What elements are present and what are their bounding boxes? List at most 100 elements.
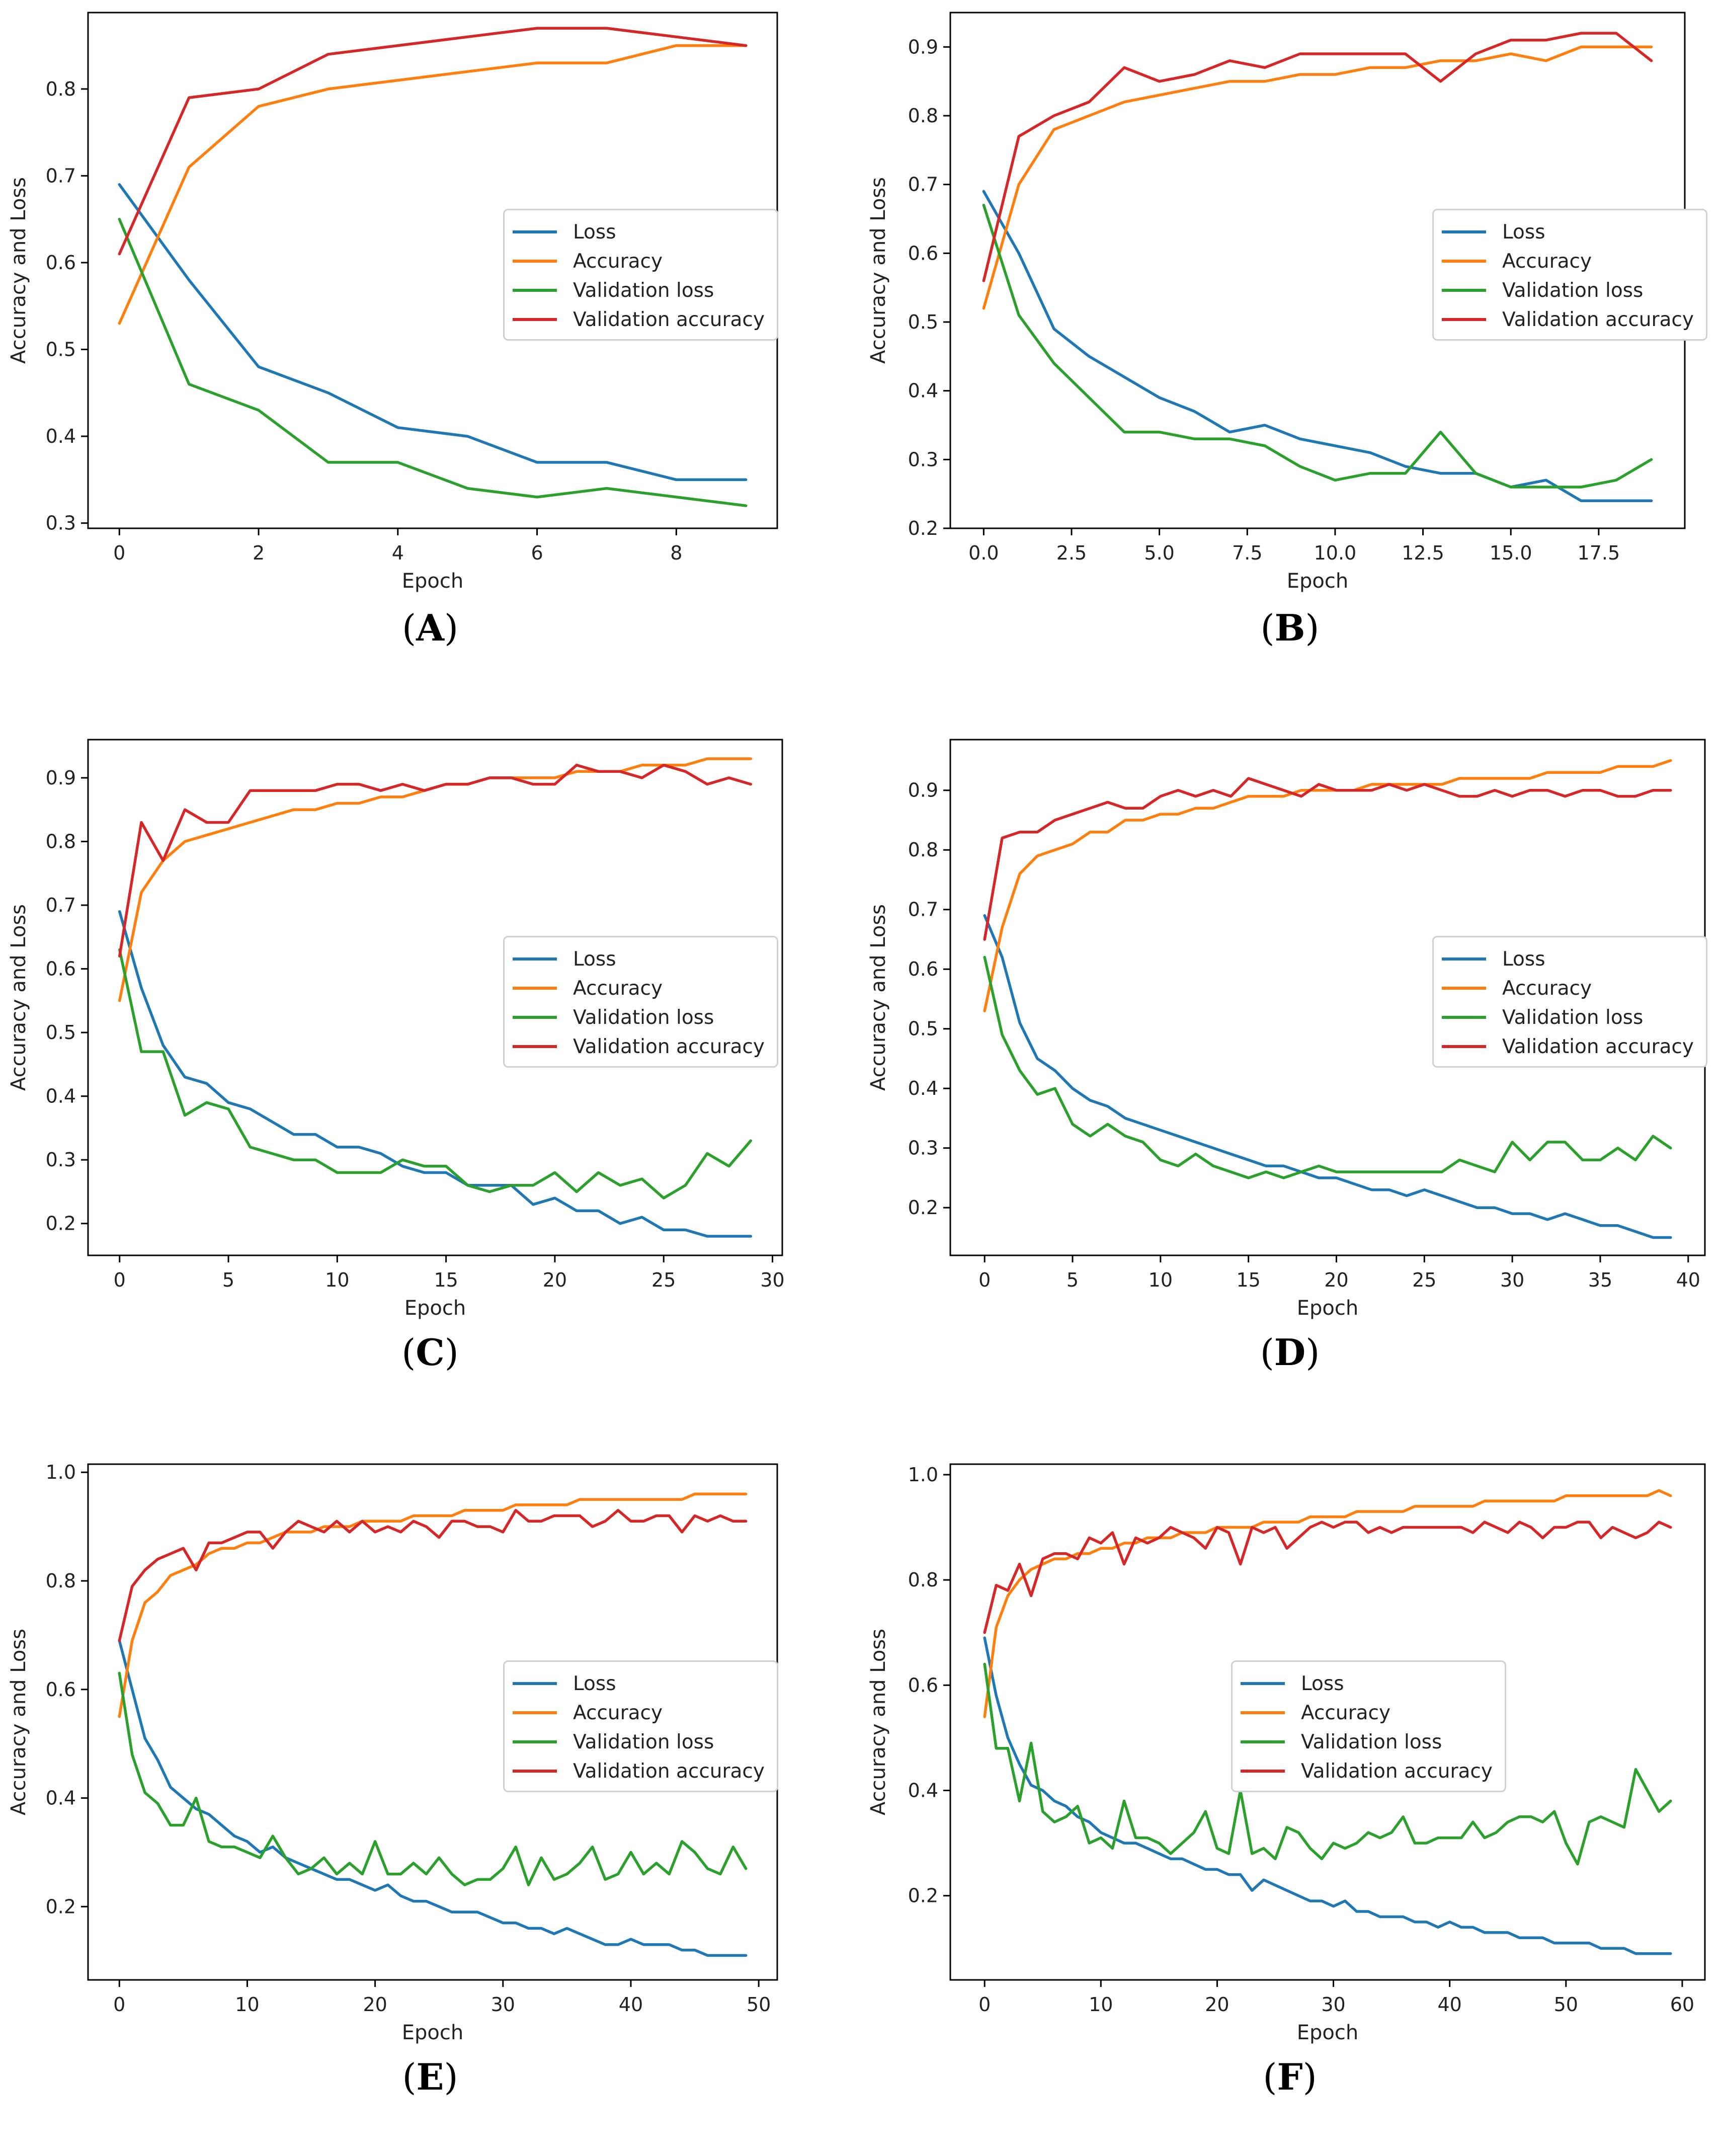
legend-label-validation-loss: Validation loss — [573, 1006, 714, 1029]
x-tick-label: 6 — [531, 542, 543, 564]
panel-label-close: ) — [444, 607, 459, 649]
y-tick-label: 0.2 — [908, 517, 938, 539]
legend-swatch-loss — [1241, 1682, 1285, 1685]
y-tick-label: 0.9 — [908, 779, 938, 802]
legend-item-accuracy: Accuracy — [513, 1698, 765, 1727]
series-line-accuracy — [982, 45, 1653, 310]
panel-label-e: (E) — [0, 2055, 860, 2098]
legend-swatch-loss — [1442, 957, 1486, 961]
legend-swatch-accuracy — [513, 987, 557, 990]
chart-f: 0 10 20 30 40 50 60 0.2 0.4 0.6 0.8 1.0 Epoch Accurac… — [867, 1463, 1706, 2044]
legend-item-accuracy: Accuracy — [1442, 247, 1694, 276]
x-tick-label: 25 — [1412, 1269, 1436, 1291]
y-tick-label: 0.2 — [908, 1196, 938, 1219]
x-axis-label: Epoch — [404, 1297, 466, 1320]
x-axis-label: Epoch — [1287, 570, 1348, 593]
legend-label-validation-accuracy: Validation accuracy — [573, 308, 765, 331]
legend-item-validation-accuracy: Validation accuracy — [513, 305, 765, 334]
legend-item-validation-loss: Validation loss — [513, 276, 765, 305]
y-tick-label: 0.7 — [908, 174, 938, 196]
legend-label-loss: Loss — [1502, 220, 1545, 244]
series-line-loss — [118, 183, 748, 482]
x-axis-label: Epoch — [1297, 1297, 1358, 1320]
x-tick-label: 0 — [978, 1993, 991, 2016]
panel-label-f: (F) — [860, 2055, 1720, 2098]
chart-a: 0 2 4 6 8 0.3 0.4 0.5 0.6 0.7 0.8 Epoch Accuracy and… — [7, 12, 778, 593]
legend-swatch-validation-accuracy — [1442, 1045, 1486, 1048]
chart-d: 0 5 10 15 20 25 30 35 40 0.2 0.3 0.4 0.5 0.6 0.7 0.8 0.9… — [867, 739, 1706, 1320]
legend-swatch-loss — [513, 957, 557, 961]
panel-label-letter: B — [1274, 606, 1305, 649]
panel-label-open: ( — [401, 607, 417, 649]
chart-panel-a: 0 2 4 6 8 0.3 0.4 0.5 0.6 0.7 0.8 Epoch Accuracy and… — [0, 0, 860, 707]
y-tick-label: 0.4 — [46, 425, 76, 447]
x-tick-label: 30 — [1500, 1269, 1524, 1291]
y-tick-label: 1.0 — [46, 1461, 76, 1483]
y-tick-label: 0.7 — [46, 894, 76, 916]
panel-label-close: ) — [1305, 1331, 1320, 1374]
legend-label-accuracy: Accuracy — [573, 1701, 663, 1724]
legend-swatch-validation-accuracy — [1442, 318, 1486, 321]
legend-item-accuracy: Accuracy — [1241, 1698, 1493, 1727]
y-tick-label: 0.2 — [46, 1895, 76, 1918]
legend-label-validation-loss: Validation loss — [1301, 1730, 1442, 1753]
x-tick-label: 40 — [619, 1993, 643, 2016]
legend-swatch-validation-loss — [513, 1740, 557, 1743]
x-tick-label: 12.5 — [1402, 542, 1444, 564]
y-tick-label: 0.9 — [908, 36, 938, 58]
y-tick-label: 0.7 — [46, 165, 76, 187]
x-tick-label: 10.0 — [1314, 542, 1357, 564]
series-line-validation-accuracy — [983, 777, 1672, 941]
legend-item-accuracy: Accuracy — [513, 974, 765, 1003]
legend-label-validation-accuracy: Validation accuracy — [1502, 1035, 1694, 1058]
legend-item-validation-accuracy: Validation accuracy — [513, 1032, 765, 1061]
y-axis-label: Accuracy and Loss — [7, 1629, 30, 1815]
x-tick-label: 30 — [491, 1993, 515, 2016]
series-line-validation-accuracy — [982, 32, 1653, 282]
legend-swatch-validation-accuracy — [513, 1770, 557, 1773]
legend-label-accuracy: Accuracy — [1301, 1701, 1391, 1724]
x-tick-label: 35 — [1588, 1269, 1612, 1291]
plot-frame — [949, 1463, 1706, 1981]
legend-swatch-loss — [1442, 230, 1486, 233]
x-tick-label: 5 — [222, 1269, 234, 1291]
series-line-validation-loss — [118, 1671, 748, 1886]
legend-swatch-validation-loss — [1241, 1740, 1285, 1743]
y-tick-label: 0.6 — [908, 958, 938, 980]
legend-label-loss: Loss — [1502, 947, 1545, 971]
x-tick-label: 10 — [325, 1269, 349, 1291]
x-tick-label: 0 — [113, 542, 125, 564]
legend-item-loss: Loss — [513, 1669, 765, 1698]
legend-label-validation-accuracy: Validation accuracy — [1301, 1760, 1493, 1783]
legend-swatch-validation-accuracy — [513, 1045, 557, 1048]
x-tick-label: 20 — [1205, 1993, 1229, 2016]
y-axis-label: Accuracy and Loss — [867, 904, 890, 1091]
series-line-loss — [118, 1639, 748, 1957]
x-tick-label: 4 — [392, 542, 404, 564]
y-tick-label: 0.8 — [46, 78, 76, 100]
y-tick-label: 0.5 — [46, 339, 76, 361]
y-tick-label: 0.4 — [908, 1779, 938, 1801]
x-tick-label: 10 — [1089, 1993, 1113, 2016]
series-line-accuracy — [118, 1492, 748, 1718]
panel-label-close: ) — [1302, 2056, 1317, 2098]
legend-swatch-validation-loss — [513, 1016, 557, 1019]
x-tick-label: 10 — [235, 1993, 259, 2016]
x-tick-label: 7.5 — [1232, 542, 1262, 564]
y-tick-label: 0.4 — [908, 380, 938, 402]
legend-swatch-loss — [513, 1682, 557, 1685]
legend-label-accuracy: Accuracy — [573, 977, 663, 1000]
legend-label-validation-loss: Validation loss — [573, 279, 714, 302]
y-tick-label: 0.6 — [46, 1679, 76, 1701]
x-tick-label: 0 — [114, 1269, 126, 1291]
y-tick-label: 0.8 — [908, 839, 938, 861]
legend-item-loss: Loss — [513, 944, 765, 974]
panel-label-b: (B) — [860, 606, 1720, 649]
x-tick-label: 2.5 — [1056, 542, 1087, 564]
legend-b: Loss Accuracy Validation loss Validation… — [1432, 209, 1707, 341]
chart-panel-b: 0.0 2.5 5.0 7.5 10.0 12.5 15.0 17.5 0.2 0.3 0.4 0.5… — [860, 0, 1720, 707]
x-tick-label: 10 — [1149, 1269, 1173, 1291]
x-tick-label: 5 — [1067, 1269, 1079, 1291]
series-line-validation-accuracy — [118, 763, 753, 957]
legend-label-accuracy: Accuracy — [1502, 977, 1592, 1000]
